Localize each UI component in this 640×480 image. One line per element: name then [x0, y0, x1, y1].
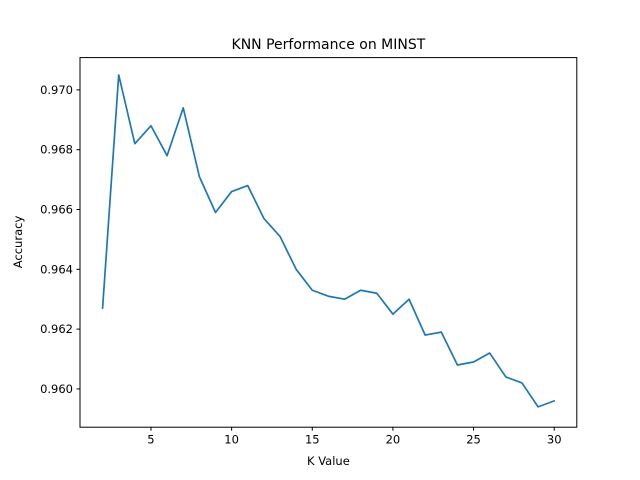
y-tick-label: 0.962	[40, 322, 73, 336]
x-tick-label: 10	[224, 433, 239, 447]
y-tick-label: 0.970	[40, 83, 73, 97]
y-tick-label: 0.964	[40, 262, 73, 276]
y-tick-label: 0.966	[40, 203, 73, 217]
plot-area: 5 10 15 20 25 30 0.960 0.962 0.964 0.966 0.968 0.97…	[40, 57, 578, 447]
chart-title: KNN Performance on MINST	[232, 37, 426, 53]
y-tick-label: 0.968	[40, 143, 73, 157]
y-axis-label: Accuracy	[11, 216, 25, 269]
x-axis-label: K Value	[307, 454, 350, 468]
x-tick-label: 25	[466, 433, 481, 447]
plot-frame	[79, 57, 578, 428]
x-tick-label: 30	[547, 433, 562, 447]
x-tick-label: 5	[147, 433, 154, 447]
x-tick-label: 20	[386, 433, 401, 447]
data-line-series	[101, 74, 556, 408]
y-tick-label: 0.960	[40, 382, 73, 396]
x-tick-label: 15	[305, 433, 320, 447]
